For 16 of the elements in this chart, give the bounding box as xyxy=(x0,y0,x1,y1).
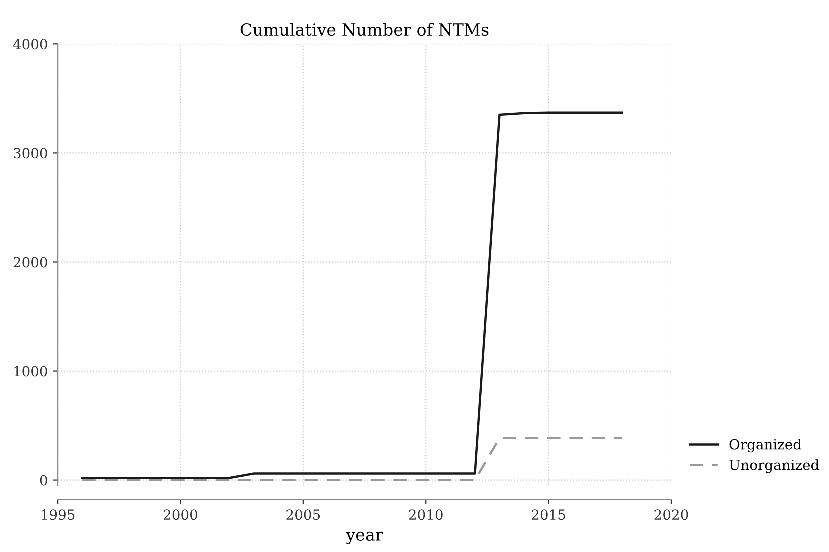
x-tick-label: 1995 xyxy=(42,510,75,520)
x-tick-label: 2020 xyxy=(654,510,688,520)
y-tick-label: 0 xyxy=(40,475,48,486)
y-tick-label: 1000 xyxy=(14,366,48,377)
x-tick-label: 2000 xyxy=(164,510,198,520)
y-tick-label: 3000 xyxy=(14,148,48,159)
x-tick-label: 2005 xyxy=(286,510,320,520)
chart-title: Cumulative Number of NTMs xyxy=(240,23,489,36)
x-tick-label: 2015 xyxy=(532,510,566,520)
legend-label: Unorganized xyxy=(730,460,820,474)
line-series xyxy=(81,112,624,480)
y-tick-label: 2000 xyxy=(14,257,48,268)
x-axis-title: year xyxy=(346,532,384,544)
x-tick-label: 2010 xyxy=(409,510,443,520)
legend-label: Organized xyxy=(730,439,802,453)
y-tick-label: 4000 xyxy=(13,39,48,50)
